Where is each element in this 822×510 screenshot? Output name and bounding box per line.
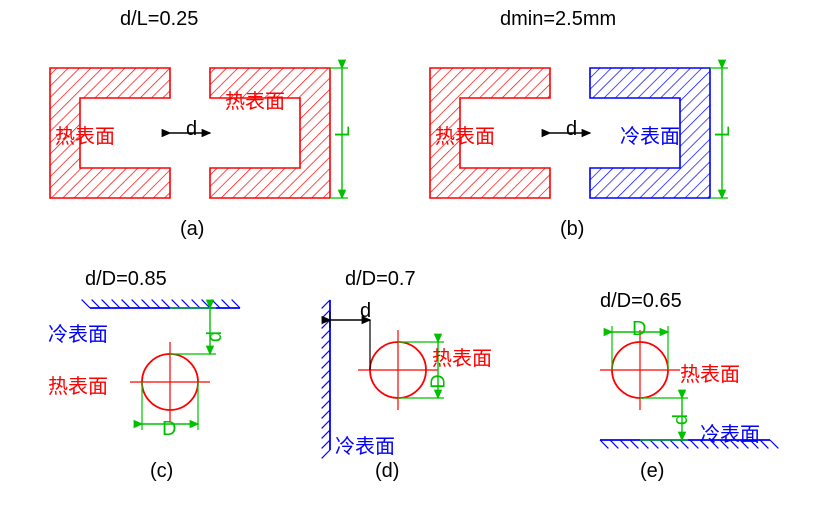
panel-e-caption: (e) (640, 460, 664, 483)
panel-e-d-label: d (670, 414, 693, 425)
panel-a-gap-label: d (186, 118, 197, 141)
panel-a-caption: (a) (180, 218, 204, 241)
panel-a-height-label: L (332, 126, 355, 137)
panel-d-caption: (d) (375, 460, 399, 483)
panel-a-title: d/L=0.25 (120, 8, 198, 31)
panel-d-D-label: D (428, 374, 451, 388)
panel-d-wall-label: 冷表面 (335, 430, 395, 459)
panel-c-d-label: d (204, 331, 227, 342)
panel-c-D-label: D (162, 418, 176, 441)
panel-e-D-label: D (632, 318, 646, 341)
panel-d-d-label: d (360, 300, 371, 323)
panel-a-right-label: 热表面 (225, 85, 285, 114)
panel-b-left-label: 热表面 (435, 120, 495, 149)
panel-b-gap-label: d (566, 118, 577, 141)
diagram-canvas: d/L=0.25 dmin=2.5mm d/D=0.85 d/D=0.7 d/D… (0, 0, 822, 510)
panel-d-title: d/D=0.7 (345, 268, 416, 291)
panel-e-wall-label: 冷表面 (700, 418, 760, 447)
panel-e-circle-label: 热表面 (680, 358, 740, 387)
panel-b-caption: (b) (560, 218, 584, 241)
panel-c-circle-label: 热表面 (48, 370, 108, 399)
panel-b-right-label: 冷表面 (620, 120, 680, 149)
panel-c-title: d/D=0.85 (85, 268, 167, 291)
panel-b-title: dmin=2.5mm (500, 8, 616, 31)
panel-e-title: d/D=0.65 (600, 290, 682, 313)
panel-d-circle-label: 热表面 (432, 342, 492, 371)
panel-c-wall-label: 冷表面 (48, 318, 108, 347)
panel-c-caption: (c) (150, 460, 173, 483)
panel-a-left-label: 热表面 (55, 120, 115, 149)
diagram-svg (0, 0, 822, 510)
panel-b-height-label: L (712, 126, 735, 137)
